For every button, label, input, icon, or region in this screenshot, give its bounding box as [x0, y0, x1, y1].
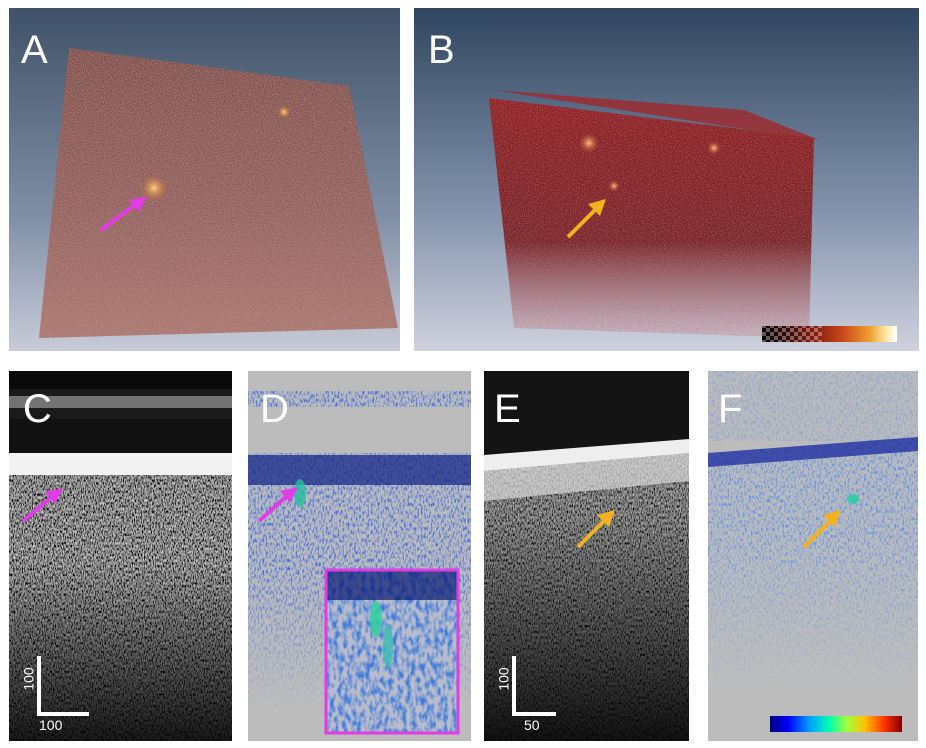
panel-e-label: E [494, 387, 521, 431]
panel-c-scale-vertical: 100 [20, 667, 37, 691]
panel-c-scalebar [37, 656, 89, 716]
panel-b-image [414, 8, 919, 351]
panel-e-scale-vertical: 100 [495, 667, 512, 691]
panel-a-label: A [21, 28, 48, 72]
panel-f-image [708, 371, 918, 741]
panel-d-arrow [257, 487, 298, 523]
panel-a: A [9, 8, 400, 351]
panel-e-scale-horizontal: 50 [524, 717, 540, 733]
panel-d: D [248, 371, 471, 741]
panel-e-arrow [576, 510, 615, 549]
panel-f-label: F [718, 387, 743, 431]
panel-b-label: B [428, 28, 455, 72]
jet-colorbar [770, 716, 902, 732]
panel-b-arrow [566, 199, 606, 239]
panel-c-arrow [21, 488, 63, 523]
panel-c-image [9, 371, 232, 741]
panel-c: C 100 100 [9, 371, 232, 741]
panel-e-image [484, 371, 689, 741]
panel-f-arrow [802, 510, 841, 549]
panel-d-label: D [260, 387, 289, 431]
panel-e-scalebar [512, 656, 556, 716]
panel-e: E 100 50 [484, 371, 689, 741]
panel-c-label: C [23, 387, 52, 431]
panel-a-arrow [99, 196, 147, 232]
panel-a-image [9, 8, 400, 351]
panel-f: F [708, 371, 918, 741]
panel-b: B [414, 8, 919, 351]
panel-c-scale-horizontal: 100 [39, 717, 63, 733]
